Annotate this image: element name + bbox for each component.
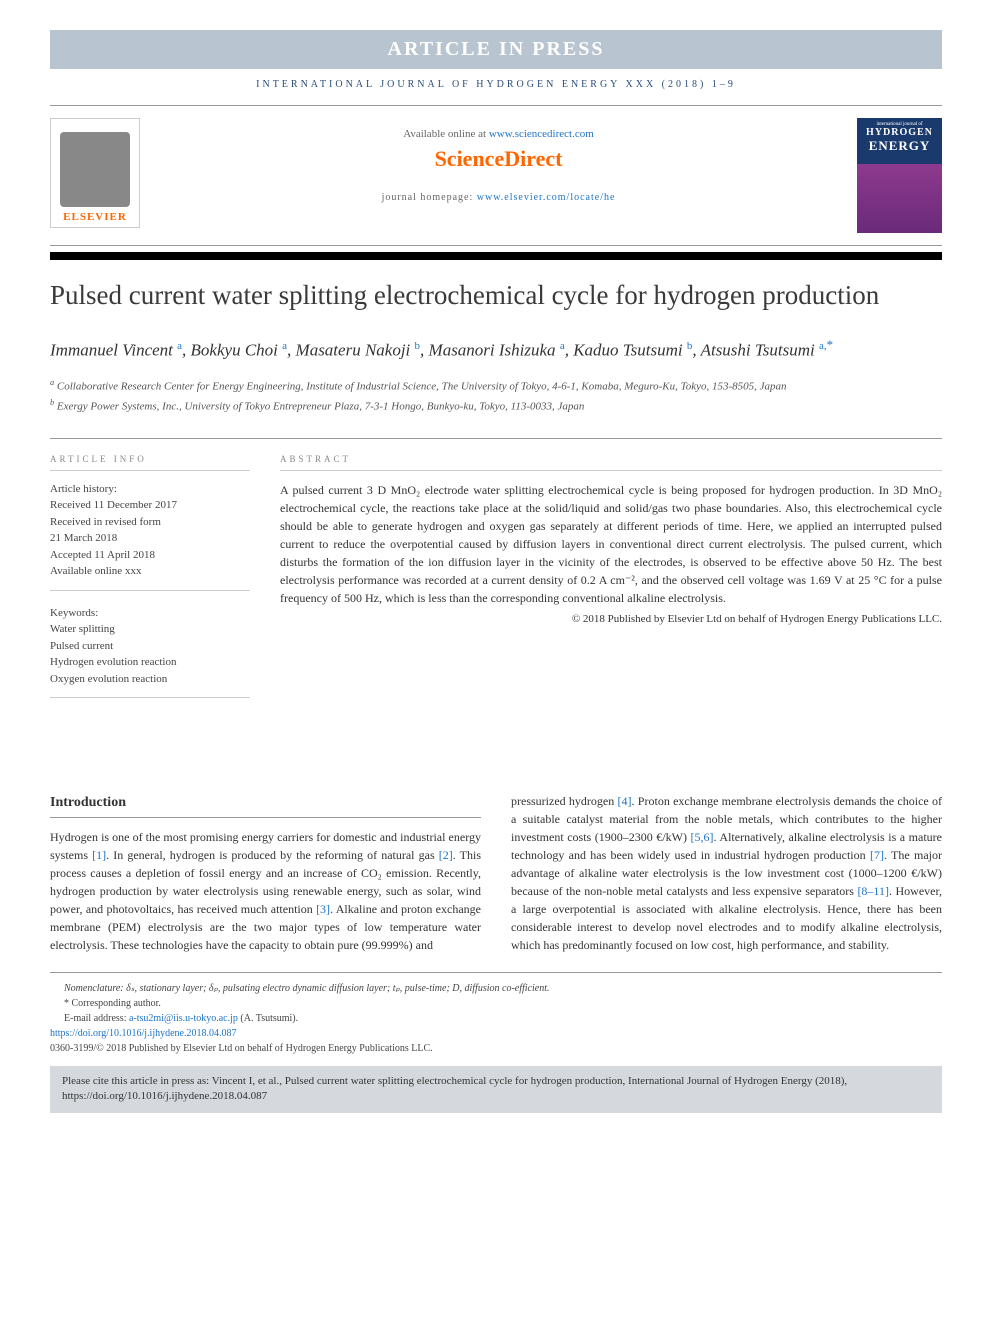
affiliation-a: a Collaborative Research Center for Ener…	[50, 377, 942, 395]
header-center: Available online at www.sciencedirect.co…	[155, 118, 842, 203]
article-info-heading: ARTICLE INFO	[50, 454, 250, 471]
elsevier-logo[interactable]: ELSEVIER	[50, 118, 140, 228]
body-columns: Introduction Hydrogen is one of the most…	[50, 792, 942, 954]
keywords-block: Keywords: Water splitting Pulsed current…	[50, 605, 250, 699]
black-divider	[50, 252, 942, 260]
body-col-right: pressurized hydrogen [4]. Proton exchang…	[511, 792, 942, 954]
affiliations: a Collaborative Research Center for Ener…	[50, 377, 942, 415]
keywords-label: Keywords:	[50, 605, 250, 622]
abstract-text: A pulsed current 3 D MnO₂ electrode wate…	[280, 481, 942, 607]
abstract-copyright: © 2018 Published by Elsevier Ltd on beha…	[280, 613, 942, 625]
received-date: Received 11 December 2017	[50, 497, 250, 514]
doi-link[interactable]: https://doi.org/10.1016/j.ijhydene.2018.…	[50, 1028, 236, 1039]
intro-paragraph-1: Hydrogen is one of the most promising en…	[50, 828, 481, 954]
elsevier-tree-icon	[60, 132, 130, 207]
elsevier-text: ELSEVIER	[63, 211, 127, 223]
keyword: Pulsed current	[50, 638, 250, 655]
intro-paragraph-2: pressurized hydrogen [4]. Proton exchang…	[511, 792, 942, 954]
email-link[interactable]: a-tsu2mi@iis.u-tokyo.ac.jp	[129, 1013, 238, 1024]
keyword: Oxygen evolution reaction	[50, 671, 250, 688]
history-label: Article history:	[50, 481, 250, 498]
info-abstract-row: ARTICLE INFO Article history: Received 1…	[50, 438, 942, 713]
keyword: Water splitting	[50, 621, 250, 638]
revised-line2: 21 March 2018	[50, 530, 250, 547]
affiliation-b: b Exergy Power Systems, Inc., University…	[50, 397, 942, 415]
accepted-date: Accepted 11 April 2018	[50, 547, 250, 564]
abstract-column: ABSTRACT A pulsed current 3 D MnO₂ elect…	[280, 454, 942, 713]
revised-line1: Received in revised form	[50, 514, 250, 531]
issn-footnote: 0360-3199/© 2018 Published by Elsevier L…	[50, 1041, 942, 1056]
sciencedirect-logo[interactable]: ScienceDirect	[155, 146, 842, 172]
body-col-left: Introduction Hydrogen is one of the most…	[50, 792, 481, 954]
online-date: Available online xxx	[50, 563, 250, 580]
email-footnote: E-mail address: a-tsu2mi@iis.u-tokyo.ac.…	[64, 1011, 942, 1026]
sciencedirect-url[interactable]: www.sciencedirect.com	[489, 128, 594, 140]
publisher-header: ELSEVIER Available online at www.science…	[50, 105, 942, 246]
article-title: Pulsed current water splitting electroch…	[50, 278, 942, 313]
footnotes: Nomenclature: δₛ, stationary layer; δₚ, …	[50, 972, 942, 1056]
article-in-press-banner: ARTICLE IN PRESS	[50, 30, 942, 69]
authors-list: Immanuel Vincent a, Bokkyu Choi a, Masat…	[50, 335, 942, 363]
article-info-column: ARTICLE INFO Article history: Received 1…	[50, 454, 250, 713]
journal-homepage: journal homepage: www.elsevier.com/locat…	[155, 192, 842, 203]
doi-footnote: https://doi.org/10.1016/j.ijhydene.2018.…	[50, 1026, 942, 1041]
homepage-url[interactable]: www.elsevier.com/locate/he	[477, 192, 616, 203]
introduction-heading: Introduction	[50, 792, 481, 818]
journal-reference: INTERNATIONAL JOURNAL OF HYDROGEN ENERGY…	[50, 79, 942, 90]
nomenclature-footnote: Nomenclature: δₛ, stationary layer; δₚ, …	[64, 981, 942, 996]
article-history-block: Article history: Received 11 December 20…	[50, 481, 250, 591]
keyword: Hydrogen evolution reaction	[50, 654, 250, 671]
abstract-heading: ABSTRACT	[280, 454, 942, 471]
journal-cover-thumbnail[interactable]: international journal of HYDROGEN ENERGY	[857, 118, 942, 233]
available-online-text: Available online at www.sciencedirect.co…	[155, 128, 842, 140]
article-page: ARTICLE IN PRESS INTERNATIONAL JOURNAL O…	[0, 0, 992, 1133]
corresponding-author-footnote: * Corresponding author.	[64, 996, 942, 1011]
citation-box: Please cite this article in press as: Vi…	[50, 1066, 942, 1113]
